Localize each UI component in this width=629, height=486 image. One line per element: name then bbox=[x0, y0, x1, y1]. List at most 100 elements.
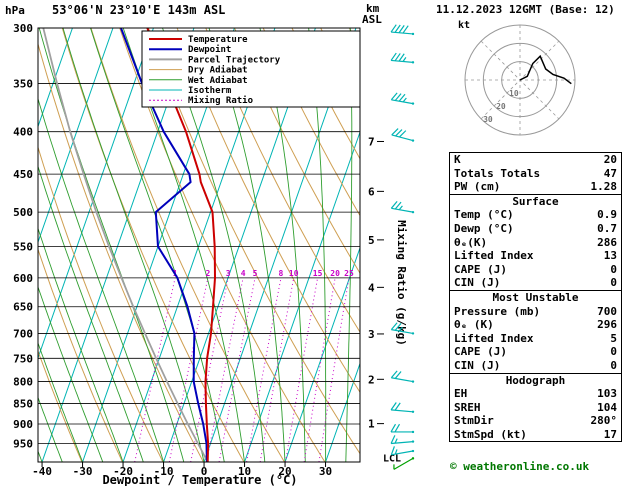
mixing-ratio-value: 25 bbox=[344, 269, 354, 278]
hodograph-ring-label: 20 bbox=[496, 102, 506, 111]
temp-tick-label: -40 bbox=[32, 465, 52, 478]
index-label: EH bbox=[454, 387, 468, 401]
x-axis-label: Dewpoint / Temperature (°C) bbox=[102, 473, 297, 486]
index-value: 0 bbox=[610, 345, 617, 359]
temperature-curve bbox=[146, 28, 216, 462]
index-value: 0 bbox=[610, 276, 617, 290]
pressure-tick-label: 400 bbox=[13, 126, 33, 139]
index-row: CIN (J) 0 bbox=[450, 359, 621, 373]
index-value: 104 bbox=[597, 400, 617, 414]
mixing-ratio-value: 8 bbox=[279, 269, 284, 278]
index-row: Temp (°C) 0.9 bbox=[450, 208, 621, 222]
hodograph-ring bbox=[501, 61, 539, 99]
pressure-tick-label: 350 bbox=[13, 78, 33, 91]
index-row: SREH 104 bbox=[450, 401, 621, 415]
temp-tick-label: 30 bbox=[319, 465, 332, 478]
km-tick-label: 3 bbox=[368, 328, 375, 341]
indices-panel: K 20 Totals Totals 47 PW (cm) 1.28 Surface Temp… bbox=[449, 152, 622, 443]
legend-label: Dry Adiabat bbox=[188, 65, 248, 76]
index-value: 700 bbox=[597, 304, 617, 318]
section-header: Most Unstable bbox=[450, 289, 621, 305]
index-row: Dewp (°C) 0.7 bbox=[450, 222, 621, 236]
mixing-ratio-value: 20 bbox=[330, 269, 340, 278]
pressure-tick-label: 800 bbox=[13, 376, 33, 389]
index-label: θₑ (K) bbox=[454, 318, 494, 332]
pressure-tick-label: 650 bbox=[13, 301, 33, 314]
index-label: Pressure (mb) bbox=[454, 304, 541, 318]
pressure-tick-label: 600 bbox=[13, 272, 33, 285]
index-value: 296 bbox=[597, 318, 617, 332]
index-row: Totals Totals 47 bbox=[450, 167, 621, 181]
index-label: SREH bbox=[454, 400, 481, 414]
pressure-tick-label: 500 bbox=[13, 206, 33, 219]
lcl-label: LCL bbox=[383, 454, 401, 465]
parcel-trajectory-curve bbox=[42, 28, 209, 462]
section-header: Surface bbox=[450, 193, 621, 209]
mixing-ratio-lines: 1 2 3 4 5 8 10 15 20 25 bbox=[134, 269, 354, 462]
index-row: CAPE (J) 0 bbox=[450, 345, 621, 359]
legend-label: Wet Adiabat bbox=[188, 75, 248, 86]
pressure-tick-label: 850 bbox=[13, 397, 33, 410]
mixing-ratio-value: 3 bbox=[226, 269, 231, 278]
index-label: Temp (°C) bbox=[454, 208, 514, 222]
mixing-ratio-value: 2 bbox=[206, 269, 211, 278]
temp-tick-label: -10 bbox=[154, 465, 174, 478]
index-row: StmDir 280° bbox=[450, 414, 621, 428]
station-title: 53°06'N 23°10'E 143m ASL bbox=[52, 3, 226, 17]
legend-label: Dewpoint bbox=[188, 44, 231, 55]
temp-tick-label: 10 bbox=[238, 465, 251, 478]
mixing-ratio-value: 5 bbox=[253, 269, 258, 278]
km-axis-title: km bbox=[366, 2, 380, 15]
index-row: Pressure (mb) 700 bbox=[450, 305, 621, 319]
index-row: CIN (J) 0 bbox=[450, 276, 621, 290]
index-row: θₑ (K) 296 bbox=[450, 318, 621, 332]
km-tick-label: 4 bbox=[368, 281, 375, 294]
legend-label: Temperature bbox=[188, 35, 248, 45]
km-tick-label: 7 bbox=[368, 135, 375, 148]
index-label: θₑ(K) bbox=[454, 235, 488, 249]
index-label: CIN (J) bbox=[454, 276, 501, 290]
index-value: 5 bbox=[610, 331, 617, 345]
index-label: Lifted Index bbox=[454, 249, 534, 263]
km-tick-label: 1 bbox=[368, 418, 375, 431]
index-value: 47 bbox=[603, 166, 617, 180]
wind-barbs bbox=[390, 24, 415, 470]
index-row: PW (cm) 1.28 bbox=[450, 180, 621, 194]
index-row: K 20 bbox=[450, 153, 621, 167]
hodograph-ring bbox=[482, 42, 558, 118]
plot-border bbox=[37, 27, 361, 463]
index-value: 286 bbox=[597, 235, 617, 249]
hodograph-ring-label: 10 bbox=[509, 89, 519, 98]
mixing-ratio-value: 15 bbox=[313, 269, 323, 278]
pressure-tick-label: 550 bbox=[13, 240, 33, 253]
index-label: Totals Totals bbox=[454, 166, 541, 180]
index-value: 17 bbox=[603, 427, 617, 441]
pressure-axis-title: hPa bbox=[5, 4, 25, 17]
km-tick-label: 5 bbox=[368, 234, 375, 247]
index-label: Dewp (°C) bbox=[454, 221, 514, 235]
index-row: StmSpd (kt) 17 bbox=[450, 428, 621, 442]
index-label: CIN (J) bbox=[454, 358, 501, 372]
pressure-tick-label: 700 bbox=[13, 327, 33, 340]
index-label: CAPE (J) bbox=[454, 262, 507, 276]
index-value: 0 bbox=[610, 358, 617, 372]
hodograph-ring bbox=[464, 24, 576, 136]
hodograph-radial bbox=[480, 40, 560, 120]
mixing-ratio-value: 10 bbox=[289, 269, 299, 278]
index-label: PW (cm) bbox=[454, 180, 501, 194]
hodograph-ring-label: 30 bbox=[483, 115, 493, 124]
index-value: 280° bbox=[590, 414, 618, 428]
hodograph-unit-label: kt bbox=[458, 20, 470, 31]
dewpoint-curve bbox=[120, 28, 208, 462]
index-row: θₑ(K) 286 bbox=[450, 236, 621, 250]
index-value: 20 bbox=[603, 153, 617, 166]
pressure-tick-label: 300 bbox=[13, 22, 33, 35]
km-axis-title2: ASL bbox=[362, 13, 382, 26]
km-tick-label: 6 bbox=[368, 185, 375, 198]
pressure-tick-label: 900 bbox=[13, 418, 33, 431]
section-header: Hodograph bbox=[450, 372, 621, 388]
